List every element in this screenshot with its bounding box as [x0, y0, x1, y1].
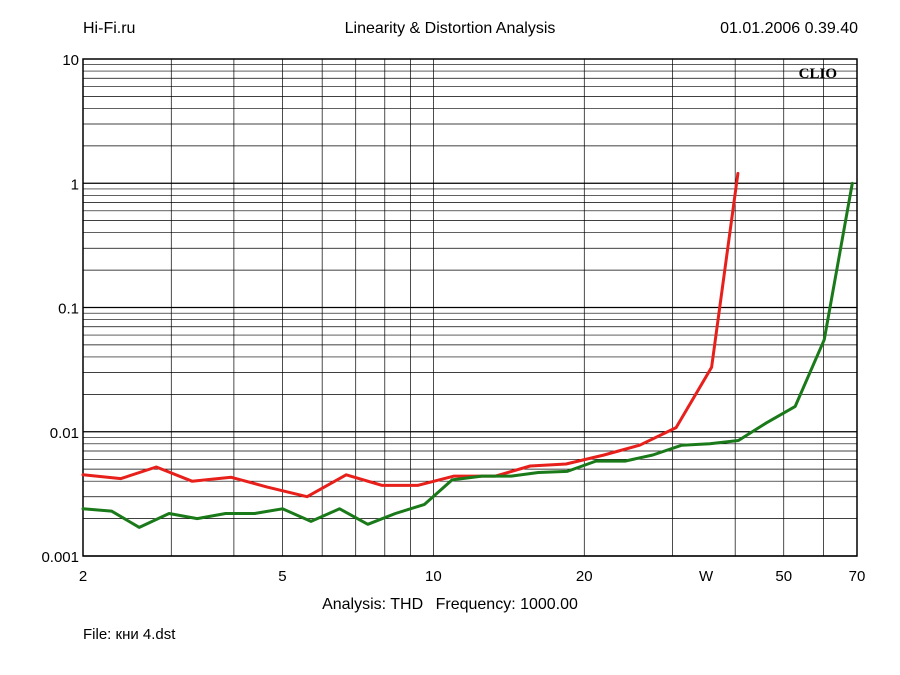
analysis-caption: Analysis: THD Frequency: 1000.00	[318, 596, 582, 614]
y-tick-label: 10	[62, 52, 79, 69]
header-timestamp: 01.01.2006 0.39.40	[720, 20, 858, 37]
y-tick-label: 0.01	[50, 425, 79, 442]
file-name: File: кни 4.dst	[83, 626, 176, 643]
y-tick-label: 0.1	[58, 301, 79, 318]
clio-watermark: CLIO	[799, 66, 837, 82]
y-tick-label: 0.001	[41, 549, 79, 566]
x-tick-label: 20	[576, 568, 593, 585]
series-line-green	[81, 181, 854, 529]
x-tick-label: 70	[849, 568, 866, 585]
x-tick-label: 50	[775, 568, 792, 585]
x-tick-label: 2	[79, 568, 87, 585]
x-tick-label: 5	[278, 568, 286, 585]
header-site-name: Hi-Fi.ru	[83, 20, 136, 37]
y-tick-label: 1	[71, 176, 79, 193]
x-tick-label: W	[699, 568, 714, 585]
analysis-type: Analysis: THD	[322, 596, 424, 613]
analysis-frequency: Frequency: 1000.00	[435, 596, 578, 613]
plot-frame	[82, 58, 858, 557]
series-line-red	[81, 171, 740, 499]
x-tick-label: 10	[425, 568, 442, 585]
header-title: Linearity & Distortion Analysis	[344, 20, 556, 37]
